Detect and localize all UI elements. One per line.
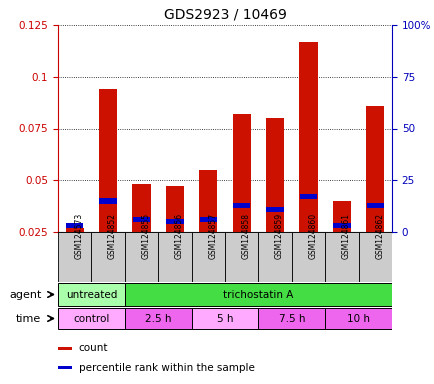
Text: 2.5 h: 2.5 h — [145, 313, 171, 323]
Bar — [224, 232, 258, 282]
Bar — [291, 232, 325, 282]
Bar — [299, 41, 317, 232]
Bar — [58, 347, 72, 350]
Bar — [165, 187, 184, 232]
Bar — [299, 194, 316, 199]
Bar — [332, 223, 350, 228]
Text: control: control — [73, 313, 109, 323]
Text: 5 h: 5 h — [216, 313, 233, 323]
Text: GSM124862: GSM124862 — [375, 213, 383, 259]
Text: trichostatin A: trichostatin A — [223, 290, 293, 300]
Bar — [99, 199, 117, 204]
Text: GSM124852: GSM124852 — [108, 213, 117, 259]
Title: GDS2923 / 10469: GDS2923 / 10469 — [163, 7, 286, 21]
Bar — [66, 228, 84, 232]
Text: GSM124855: GSM124855 — [141, 213, 150, 259]
Text: 10 h: 10 h — [346, 313, 369, 323]
Bar — [58, 366, 72, 369]
Bar — [358, 232, 391, 282]
Bar — [58, 308, 125, 329]
Text: percentile rank within the sample: percentile rank within the sample — [79, 363, 254, 373]
Bar — [125, 232, 158, 282]
Bar — [366, 202, 383, 208]
Bar — [199, 217, 217, 222]
Bar — [199, 170, 217, 232]
Text: GSM124573: GSM124573 — [75, 213, 83, 259]
Text: GSM124861: GSM124861 — [341, 213, 350, 259]
Text: GSM124860: GSM124860 — [308, 213, 317, 259]
Bar — [58, 283, 125, 306]
Bar — [258, 232, 291, 282]
Text: GSM124856: GSM124856 — [174, 213, 184, 259]
Bar — [365, 106, 384, 232]
Bar — [125, 308, 191, 329]
Bar — [233, 202, 250, 208]
Bar — [132, 184, 150, 232]
Text: GSM124858: GSM124858 — [241, 213, 250, 259]
Bar — [125, 283, 391, 306]
Bar — [91, 232, 125, 282]
Bar — [266, 207, 283, 212]
Text: untreated: untreated — [66, 290, 117, 300]
Bar — [158, 232, 191, 282]
Bar — [191, 232, 224, 282]
Bar — [232, 114, 250, 232]
Text: 7.5 h: 7.5 h — [278, 313, 304, 323]
Bar — [132, 217, 150, 222]
Bar — [66, 223, 83, 228]
Text: GSM124857: GSM124857 — [208, 213, 217, 259]
Text: agent: agent — [9, 290, 41, 300]
Bar — [99, 89, 117, 232]
Bar — [258, 308, 325, 329]
Bar — [332, 201, 350, 232]
Bar — [325, 232, 358, 282]
Text: count: count — [79, 343, 108, 353]
Bar — [325, 308, 391, 329]
Bar — [191, 308, 258, 329]
Text: time: time — [16, 313, 41, 323]
Text: GSM124859: GSM124859 — [274, 213, 283, 259]
Bar — [265, 118, 284, 232]
Bar — [58, 232, 91, 282]
Bar — [166, 219, 183, 224]
